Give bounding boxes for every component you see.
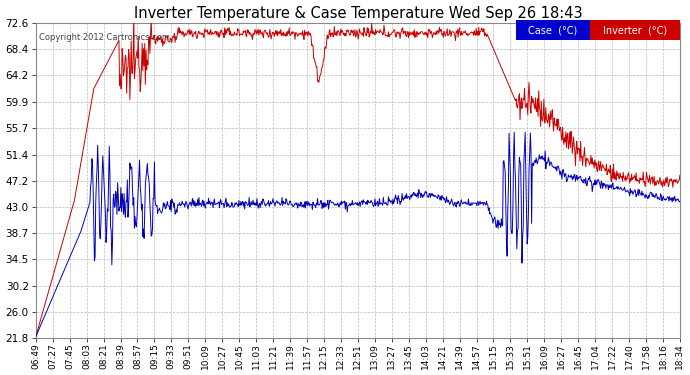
Text: Inverter  (°C): Inverter (°C) — [603, 25, 667, 35]
Text: Case  (°C): Case (°C) — [529, 25, 578, 35]
Title: Inverter Temperature & Case Temperature Wed Sep 26 18:43: Inverter Temperature & Case Temperature … — [134, 6, 582, 21]
FancyBboxPatch shape — [515, 20, 590, 40]
Text: Copyright 2012 Cartronics.com: Copyright 2012 Cartronics.com — [39, 33, 170, 42]
FancyBboxPatch shape — [590, 20, 680, 40]
